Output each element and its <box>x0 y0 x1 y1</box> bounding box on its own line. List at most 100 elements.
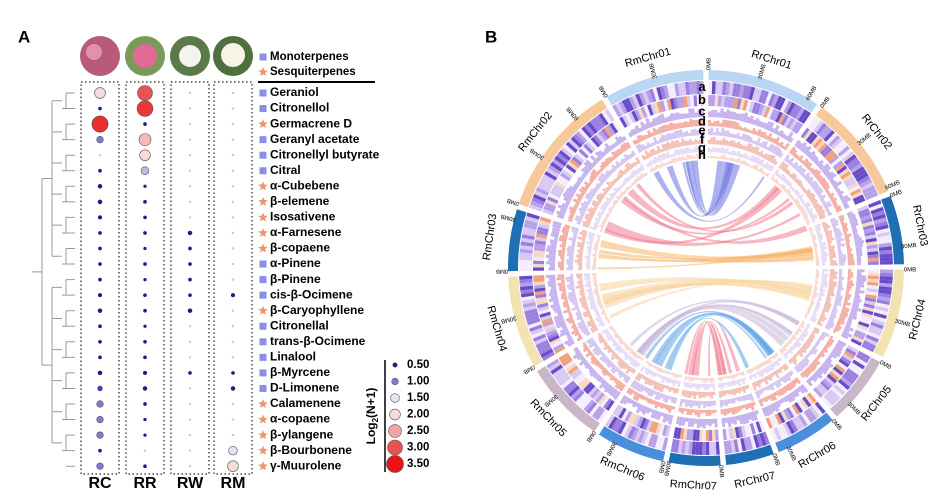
track-bar <box>639 134 645 142</box>
chromosome-tick-label: 60MB <box>805 85 818 102</box>
track-bar <box>626 346 631 351</box>
track-bar <box>659 154 665 161</box>
track-cell <box>844 370 857 382</box>
track-bar <box>661 153 667 160</box>
bubble <box>188 122 192 126</box>
bubble <box>98 448 102 453</box>
track-bar <box>811 234 817 239</box>
track-bar <box>665 141 671 150</box>
track-cell <box>761 90 770 105</box>
track-bar <box>588 231 596 236</box>
track-bar <box>812 156 819 163</box>
track-bar <box>632 161 637 167</box>
track-bar <box>722 382 726 388</box>
track-cell <box>826 373 838 384</box>
track-bar <box>617 335 621 340</box>
track-bar <box>632 352 638 358</box>
track-bar <box>549 288 557 293</box>
bubble <box>188 138 192 141</box>
track-bar <box>586 267 591 270</box>
track-cell <box>640 431 649 445</box>
track-bar <box>856 255 862 260</box>
track-bar <box>793 366 801 373</box>
track-bar <box>816 207 824 214</box>
track-bar <box>773 353 778 359</box>
track-bar <box>837 190 845 196</box>
track-bar <box>668 122 674 131</box>
track-cell <box>746 436 754 450</box>
track-bar <box>812 312 818 316</box>
track-bar <box>780 376 787 384</box>
track-cell <box>730 439 736 454</box>
track-cell <box>573 153 585 164</box>
track-bar <box>736 150 741 157</box>
track-cell <box>573 133 585 146</box>
legend-title-part: Log <box>364 422 378 444</box>
track-bar <box>594 185 600 191</box>
track-bar <box>654 401 660 409</box>
track-cell <box>824 376 835 386</box>
track-bar <box>767 404 774 415</box>
track-bar <box>583 181 591 188</box>
chromosome-label: RmChr03 <box>481 213 500 261</box>
track-bar <box>606 334 612 339</box>
track-cell <box>658 423 665 436</box>
track-bar <box>590 323 597 328</box>
track-cell <box>777 97 786 111</box>
track-bar <box>780 162 787 171</box>
compound-label: Citral <box>270 163 301 177</box>
track-cell <box>794 415 805 429</box>
track-bar <box>663 162 667 167</box>
track-cell <box>553 184 565 193</box>
track-bar <box>767 121 775 132</box>
track-bar <box>815 268 818 272</box>
track-bar <box>849 311 858 317</box>
chromosome-tick-label: 0MB <box>878 360 892 371</box>
track-cell <box>846 157 859 168</box>
track-cell <box>637 429 646 444</box>
track-cell <box>692 81 697 95</box>
track-bar <box>810 154 817 161</box>
track-cell <box>542 320 554 328</box>
chromosome-tick-label: 0MB <box>496 268 508 274</box>
track-bar <box>829 269 835 272</box>
track-bar <box>775 130 781 136</box>
track-bar <box>692 148 696 153</box>
track-bar <box>850 309 858 314</box>
track-bar <box>847 250 852 255</box>
legend-bubble <box>391 377 399 386</box>
track-bar <box>682 132 686 137</box>
track-bar <box>720 390 725 397</box>
class-marker <box>259 369 267 377</box>
track-bar <box>799 360 807 368</box>
track-bar <box>819 215 826 220</box>
track-bar <box>596 199 602 204</box>
track-bar <box>712 391 716 396</box>
track-bar <box>607 348 613 354</box>
track-bar <box>682 155 686 161</box>
track-bar <box>595 240 600 244</box>
track-bar <box>812 202 818 207</box>
track-cell <box>804 394 815 406</box>
bubble <box>98 168 102 173</box>
track-bar <box>614 344 621 351</box>
track-bar <box>785 394 793 403</box>
track-bar <box>561 241 567 246</box>
track-bar <box>653 372 658 378</box>
track-bar <box>660 375 664 380</box>
track-cell <box>800 111 811 125</box>
legend-label: 3.00 <box>407 442 429 454</box>
track-bar <box>829 178 835 184</box>
class-marker <box>259 167 267 175</box>
column-label: RR <box>133 475 157 492</box>
track-bar <box>827 243 831 247</box>
track-bar <box>624 168 629 173</box>
track-cell <box>727 440 733 454</box>
track-bar <box>741 371 746 376</box>
track-cell <box>695 441 700 455</box>
track-bar <box>825 342 831 348</box>
track-cell <box>811 403 823 417</box>
track-bar <box>681 417 686 426</box>
track-cell <box>817 383 828 394</box>
track-bar <box>745 116 751 124</box>
